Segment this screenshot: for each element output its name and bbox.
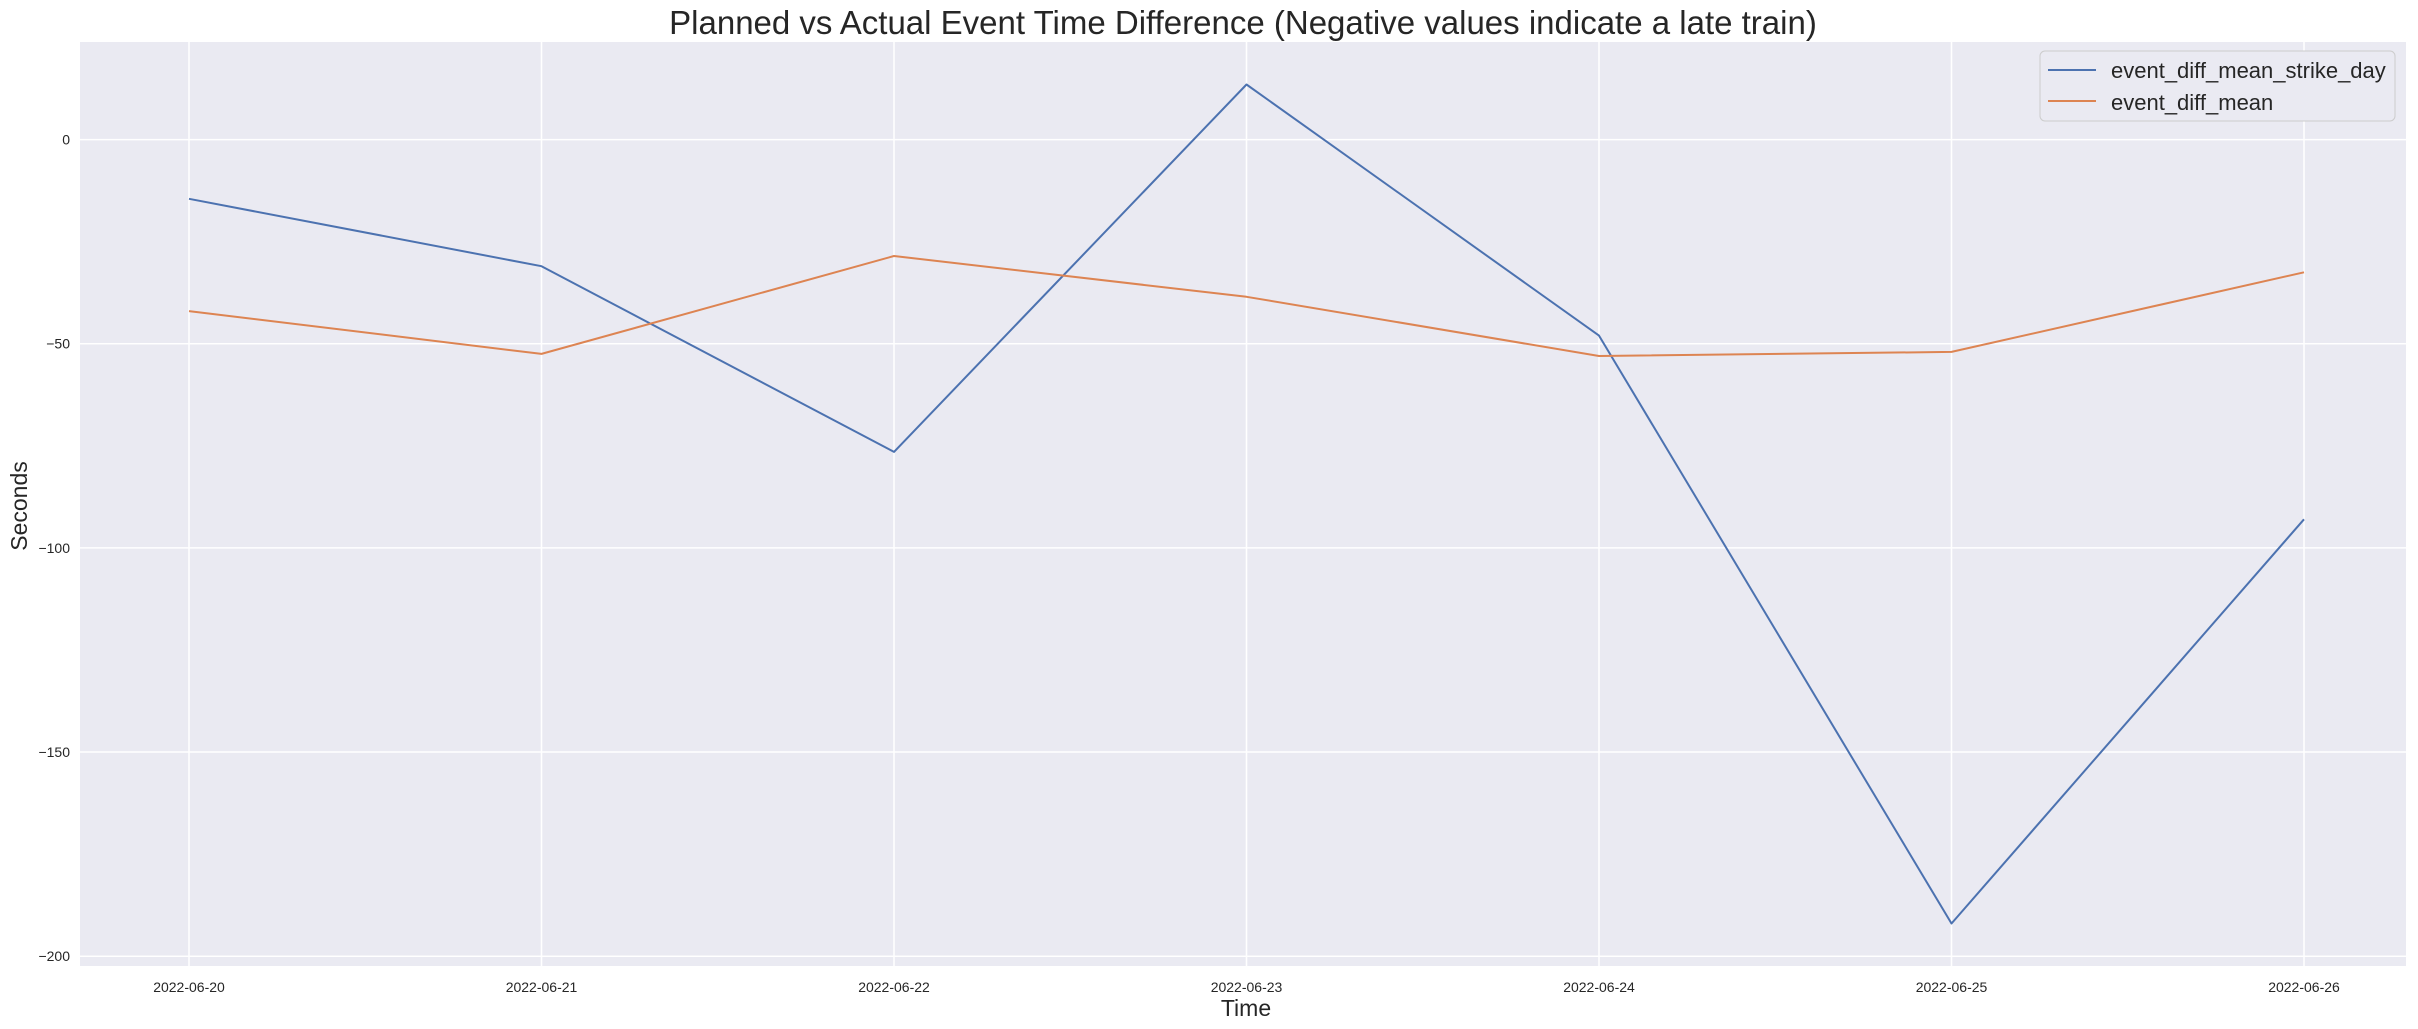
x-tick-label: 2022-06-24	[1563, 979, 1635, 995]
tick-labels: 2022-06-20 2022-06-21 2022-06-22 2022-06-23…	[38, 132, 2340, 995]
grid-lines	[80, 42, 2406, 966]
plot-area	[80, 42, 2406, 966]
y-tick-label: −200	[38, 948, 70, 964]
x-tick-label: 2022-06-22	[858, 979, 930, 995]
y-tick-label: −150	[38, 744, 70, 760]
legend: event_diff_mean_strike_day event_diff_me…	[2039, 50, 2396, 122]
series-lines	[188, 83, 2305, 925]
x-tick-label: 2022-06-23	[1211, 979, 1283, 995]
series-line-2	[188, 255, 2305, 357]
legend-label-series-2: event_diff_mean	[2111, 90, 2273, 115]
chart-title: Planned vs Actual Event Time Difference …	[669, 4, 1817, 41]
y-tick-label: −100	[38, 540, 70, 556]
x-tick-label: 2022-06-21	[506, 979, 578, 995]
legend-label-series-1: event_diff_mean_strike_day	[2111, 58, 2386, 83]
y-tick-label: 0	[62, 132, 70, 148]
legend-box	[2039, 50, 2396, 122]
x-axis-label: Time	[1221, 995, 1271, 1021]
x-tick-label: 2022-06-25	[1916, 979, 1988, 995]
y-axis-label: Seconds	[6, 461, 32, 551]
x-tick-label: 2022-06-20	[153, 979, 225, 995]
x-tick-label: 2022-06-26	[2268, 979, 2340, 995]
series-line-1	[188, 83, 2305, 925]
y-tick-label: −50	[46, 336, 70, 352]
